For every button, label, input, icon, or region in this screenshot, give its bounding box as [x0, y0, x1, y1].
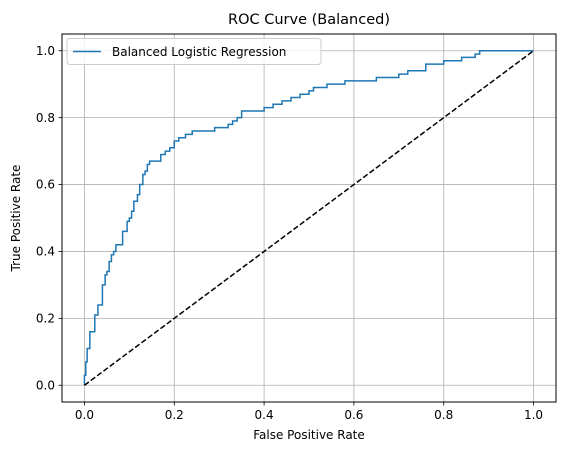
x-axis-label: False Positive Rate: [253, 428, 365, 442]
x-tick-label: 0.4: [255, 408, 274, 422]
y-axis-label: True Positive Rate: [9, 165, 23, 273]
x-tick-label: 0.2: [165, 408, 184, 422]
chart-title: ROC Curve (Balanced): [228, 12, 390, 28]
y-tick-label: 0.0: [36, 378, 55, 392]
x-tick-label: 1.0: [524, 408, 543, 422]
legend: Balanced Logistic Regression: [67, 39, 321, 65]
x-tick-label: 0.0: [75, 408, 94, 422]
legend-label: Balanced Logistic Regression: [112, 45, 286, 59]
y-tick-label: 1.0: [36, 44, 55, 58]
x-tick-label: 0.6: [344, 408, 363, 422]
chance-line: [84, 51, 533, 386]
x-tick-label: 0.8: [434, 408, 453, 422]
y-tick-label: 0.6: [36, 178, 55, 192]
series-layer: [84, 51, 533, 386]
y-tick-label: 0.2: [36, 312, 55, 326]
y-tick-label: 0.8: [36, 111, 55, 125]
y-tick-label: 0.4: [36, 245, 55, 259]
